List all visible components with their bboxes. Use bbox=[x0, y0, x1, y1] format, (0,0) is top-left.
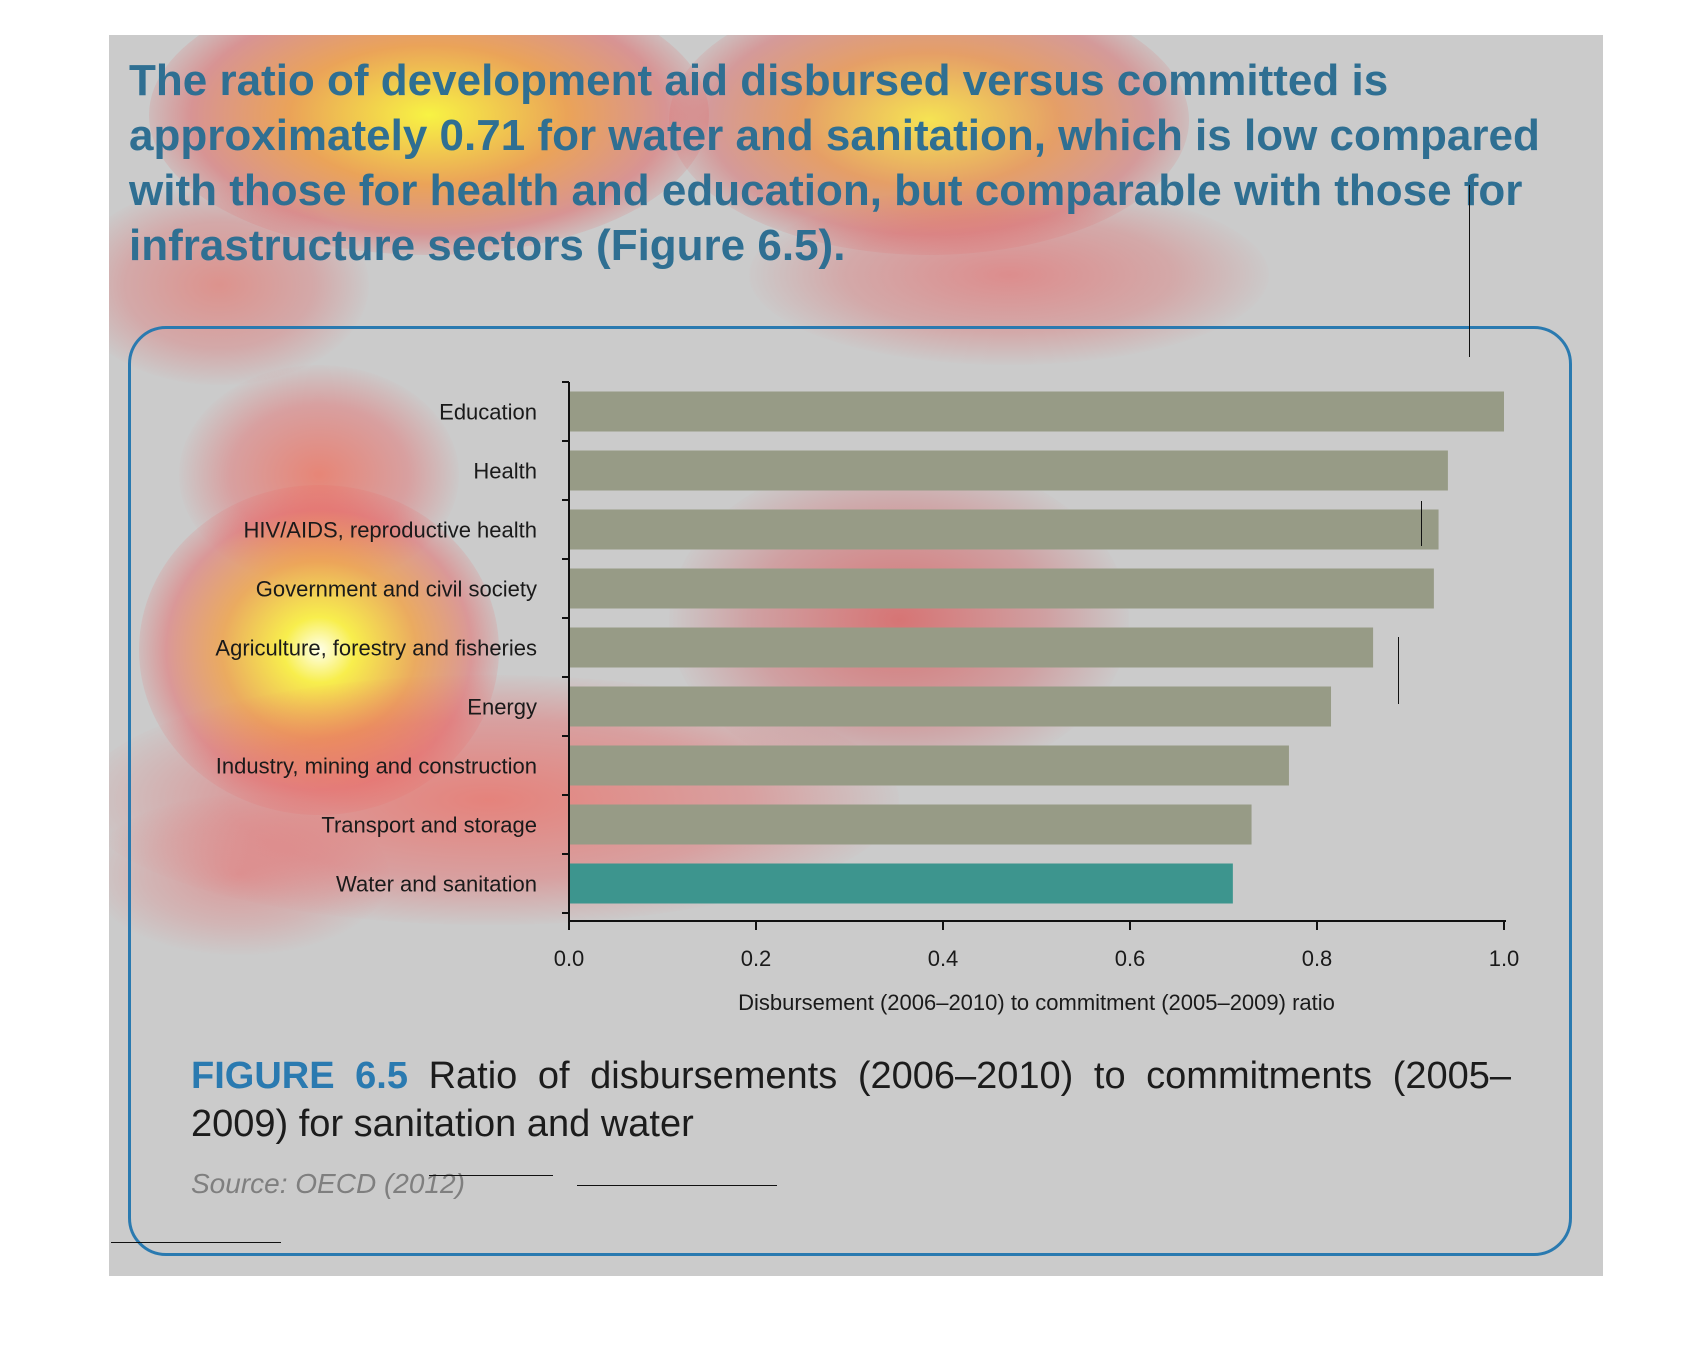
bar bbox=[570, 686, 1332, 727]
bar bbox=[570, 391, 1504, 432]
figure-label: FIGURE 6.5 bbox=[191, 1055, 408, 1097]
figure-source: Source: OECD (2012) bbox=[191, 1168, 465, 1199]
bar bbox=[570, 804, 1252, 845]
category-label: Energy bbox=[467, 695, 537, 720]
category-label: Industry, mining and construction bbox=[216, 754, 537, 779]
category-label: Government and civil society bbox=[256, 577, 537, 602]
category-label: Health bbox=[473, 459, 537, 484]
x-tick-label: 0.2 bbox=[741, 946, 772, 971]
annotation-stroke bbox=[577, 1185, 777, 1186]
x-tick-label: 1.0 bbox=[1489, 946, 1520, 971]
figure-caption: FIGURE 6.5 Ratio of disbursements (2006–… bbox=[191, 1052, 1511, 1148]
bar bbox=[570, 627, 1374, 668]
bar bbox=[570, 450, 1448, 491]
figure-panel: The ratio of development aid disbursed v… bbox=[109, 35, 1603, 1276]
category-label: Agriculture, forestry and fisheries bbox=[215, 636, 537, 661]
annotation-stroke bbox=[429, 1175, 553, 1176]
bar bbox=[570, 745, 1289, 786]
x-tick-label: 0.4 bbox=[928, 946, 959, 971]
bar bbox=[570, 509, 1439, 550]
category-label: Transport and storage bbox=[321, 813, 537, 838]
annotation-stroke bbox=[111, 1242, 281, 1243]
x-axis-label: Disbursement (2006–2010) to commitment (… bbox=[738, 990, 1335, 1015]
bar bbox=[570, 863, 1233, 904]
x-tick-label: 0.0 bbox=[554, 946, 585, 971]
bar bbox=[570, 568, 1434, 609]
annotation-stroke bbox=[1469, 185, 1470, 357]
category-label: HIV/AIDS, reproductive health bbox=[244, 518, 537, 543]
annotation-stroke bbox=[1398, 637, 1399, 704]
x-tick-label: 0.8 bbox=[1302, 946, 1333, 971]
category-label: Education bbox=[439, 400, 537, 425]
annotation-stroke bbox=[1421, 501, 1422, 546]
x-tick-label: 0.6 bbox=[1115, 946, 1146, 971]
category-label: Water and sanitation bbox=[336, 872, 537, 897]
figure-caption-text: Ratio of disbursements (2006–2010) to co… bbox=[191, 1055, 1511, 1145]
